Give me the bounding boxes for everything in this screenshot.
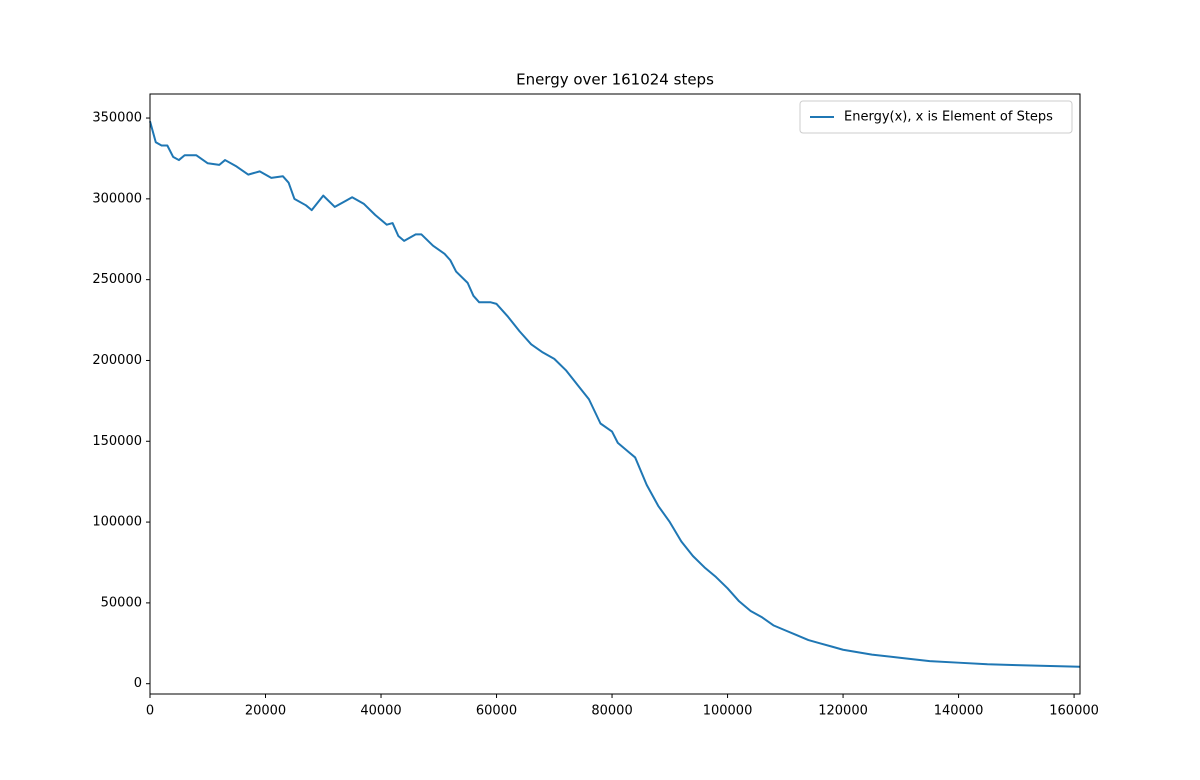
x-tick-label: 40000	[360, 704, 401, 719]
y-tick-label: 0	[134, 676, 142, 691]
x-tick-label: 0	[146, 704, 154, 719]
legend-label: Energy(x), x is Element of Steps	[844, 110, 1053, 125]
x-tick-label: 80000	[591, 704, 632, 719]
y-tick-label: 100000	[92, 515, 142, 530]
data-line	[149, 121, 1081, 668]
x-tick-label: 140000	[934, 704, 984, 719]
y-tick-label: 200000	[92, 353, 142, 368]
chart-title: Energy over 161024 steps	[516, 71, 714, 89]
y-tick-label: 350000	[92, 111, 142, 126]
x-tick-label: 160000	[1049, 704, 1099, 719]
plot-frame	[149, 93, 1081, 695]
x-tick-label: 120000	[818, 704, 868, 719]
x-tick-label: 20000	[245, 704, 286, 719]
y-tick-label: 50000	[101, 595, 142, 610]
y-tick-label: 300000	[92, 191, 142, 206]
x-tick-label: 60000	[476, 704, 517, 719]
x-tick-label: 100000	[703, 704, 753, 719]
legend-box	[799, 100, 1073, 134]
y-tick-label: 250000	[92, 272, 142, 287]
legend: Energy(x), x is Element of Steps	[799, 100, 1073, 134]
y-tick-label: 150000	[92, 434, 142, 449]
